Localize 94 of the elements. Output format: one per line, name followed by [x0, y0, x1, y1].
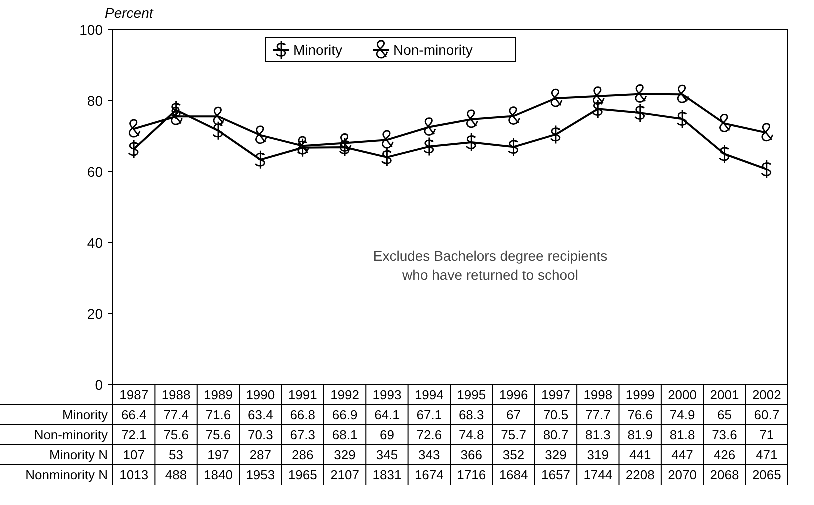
data-label: 65: [717, 408, 732, 423]
data-label: 60.7: [754, 408, 780, 423]
data-label: 74.9: [670, 408, 696, 423]
text: 2107: [330, 468, 360, 483]
text: Non-minority: [34, 428, 108, 443]
text: 471: [756, 448, 778, 463]
text: 1831: [372, 468, 402, 483]
x-tick-label: 2002: [752, 388, 782, 403]
y-tick-label: 100: [80, 22, 104, 38]
text: 287: [250, 448, 272, 463]
text: 447: [672, 448, 694, 463]
x-tick-label: 1992: [330, 388, 360, 403]
legend-label: Non-minority: [394, 42, 473, 58]
data-label: 75.6: [206, 428, 232, 443]
text: Minority N: [49, 448, 108, 463]
text: 488: [165, 468, 188, 483]
text: 2065: [752, 468, 782, 483]
data-label: 64.1: [374, 408, 400, 423]
data-label: 70.5: [543, 408, 569, 423]
x-tick-label: 1996: [499, 388, 528, 403]
text: 1674: [414, 468, 444, 483]
text: 53: [169, 448, 184, 463]
data-label: 77.7: [586, 408, 611, 423]
data-label: 69: [380, 428, 394, 443]
data-label: 75.7: [501, 428, 526, 443]
y-tick-label: 80: [87, 92, 104, 109]
data-label: 80.7: [543, 428, 569, 443]
x-tick-label: 1988: [162, 388, 191, 403]
text: 1965: [288, 468, 318, 483]
text: 441: [629, 448, 652, 463]
text: 345: [376, 448, 398, 463]
text: 1657: [542, 468, 570, 483]
text: 2070: [668, 468, 697, 483]
data-label: 63.4: [248, 408, 274, 423]
data-label: 81.3: [586, 428, 611, 443]
x-tick-label: 1995: [457, 388, 486, 403]
x-tick-label: 1990: [246, 388, 276, 403]
data-label: 68.3: [458, 408, 484, 423]
y-axis-title: Percent: [105, 5, 154, 21]
annotation: Excludes Bachelors degree recipients who have returned to school: [373, 248, 608, 283]
data-label: 74.8: [458, 428, 484, 443]
text: Minority: [62, 408, 108, 423]
data-label: 81.8: [670, 428, 696, 443]
x-tick-label: 1993: [372, 388, 402, 403]
text: 352: [502, 448, 525, 463]
data-label: 68.1: [332, 428, 358, 443]
x-tick-label: 1998: [584, 388, 613, 403]
x-tick-label: 1997: [542, 388, 570, 403]
data-label: 77.4: [164, 408, 189, 423]
x-tick-label: 2001: [710, 388, 740, 403]
data-label: 66.8: [290, 408, 316, 423]
text: 1744: [584, 468, 613, 483]
text: 1953: [246, 468, 276, 483]
data-label: 71: [760, 428, 774, 443]
x-tick-label: 1989: [204, 388, 233, 403]
y-tick-label: 60: [87, 164, 104, 180]
text: 1684: [499, 468, 528, 483]
legend-label: Minority: [294, 42, 343, 58]
y-tick-label: 40: [87, 234, 104, 251]
x-tick-label: 2000: [668, 388, 697, 403]
data-label: 71.6: [206, 408, 232, 423]
data-label: 67.3: [290, 428, 316, 443]
data-label: 75.6: [164, 428, 189, 443]
x-tick-label: 1987: [120, 388, 149, 403]
data-label: 66.9: [332, 408, 358, 423]
text: 107: [123, 448, 145, 463]
data-label: 72.1: [121, 428, 147, 443]
text: 343: [418, 448, 440, 463]
x-tick-label: 1991: [288, 388, 318, 403]
text: 1716: [457, 468, 486, 483]
data-label: 67.1: [416, 408, 442, 423]
text: 426: [714, 448, 736, 463]
data-label: 81.9: [628, 428, 653, 443]
data-label: 73.6: [712, 428, 738, 443]
text: 319: [587, 448, 610, 463]
text: 2068: [710, 468, 740, 483]
x-tick-label: 1999: [626, 388, 655, 403]
text: 286: [292, 448, 314, 463]
text: 1840: [204, 468, 233, 483]
text: 329: [334, 448, 356, 463]
data-label: 72.6: [416, 428, 442, 443]
text: 197: [208, 448, 230, 463]
data-label: 76.6: [628, 408, 653, 423]
y-tick-label: 0: [95, 376, 104, 393]
text: 329: [545, 448, 567, 463]
data-label: 70.3: [248, 428, 274, 443]
data-label: 67: [506, 408, 522, 423]
text: 1013: [120, 468, 149, 483]
text: 2208: [626, 468, 655, 483]
x-tick-label: 1994: [414, 388, 444, 403]
text: Nonminority N: [26, 468, 108, 483]
data-label: 66.4: [121, 408, 147, 423]
text: 366: [460, 448, 482, 463]
y-tick-label: 20: [87, 306, 104, 322]
